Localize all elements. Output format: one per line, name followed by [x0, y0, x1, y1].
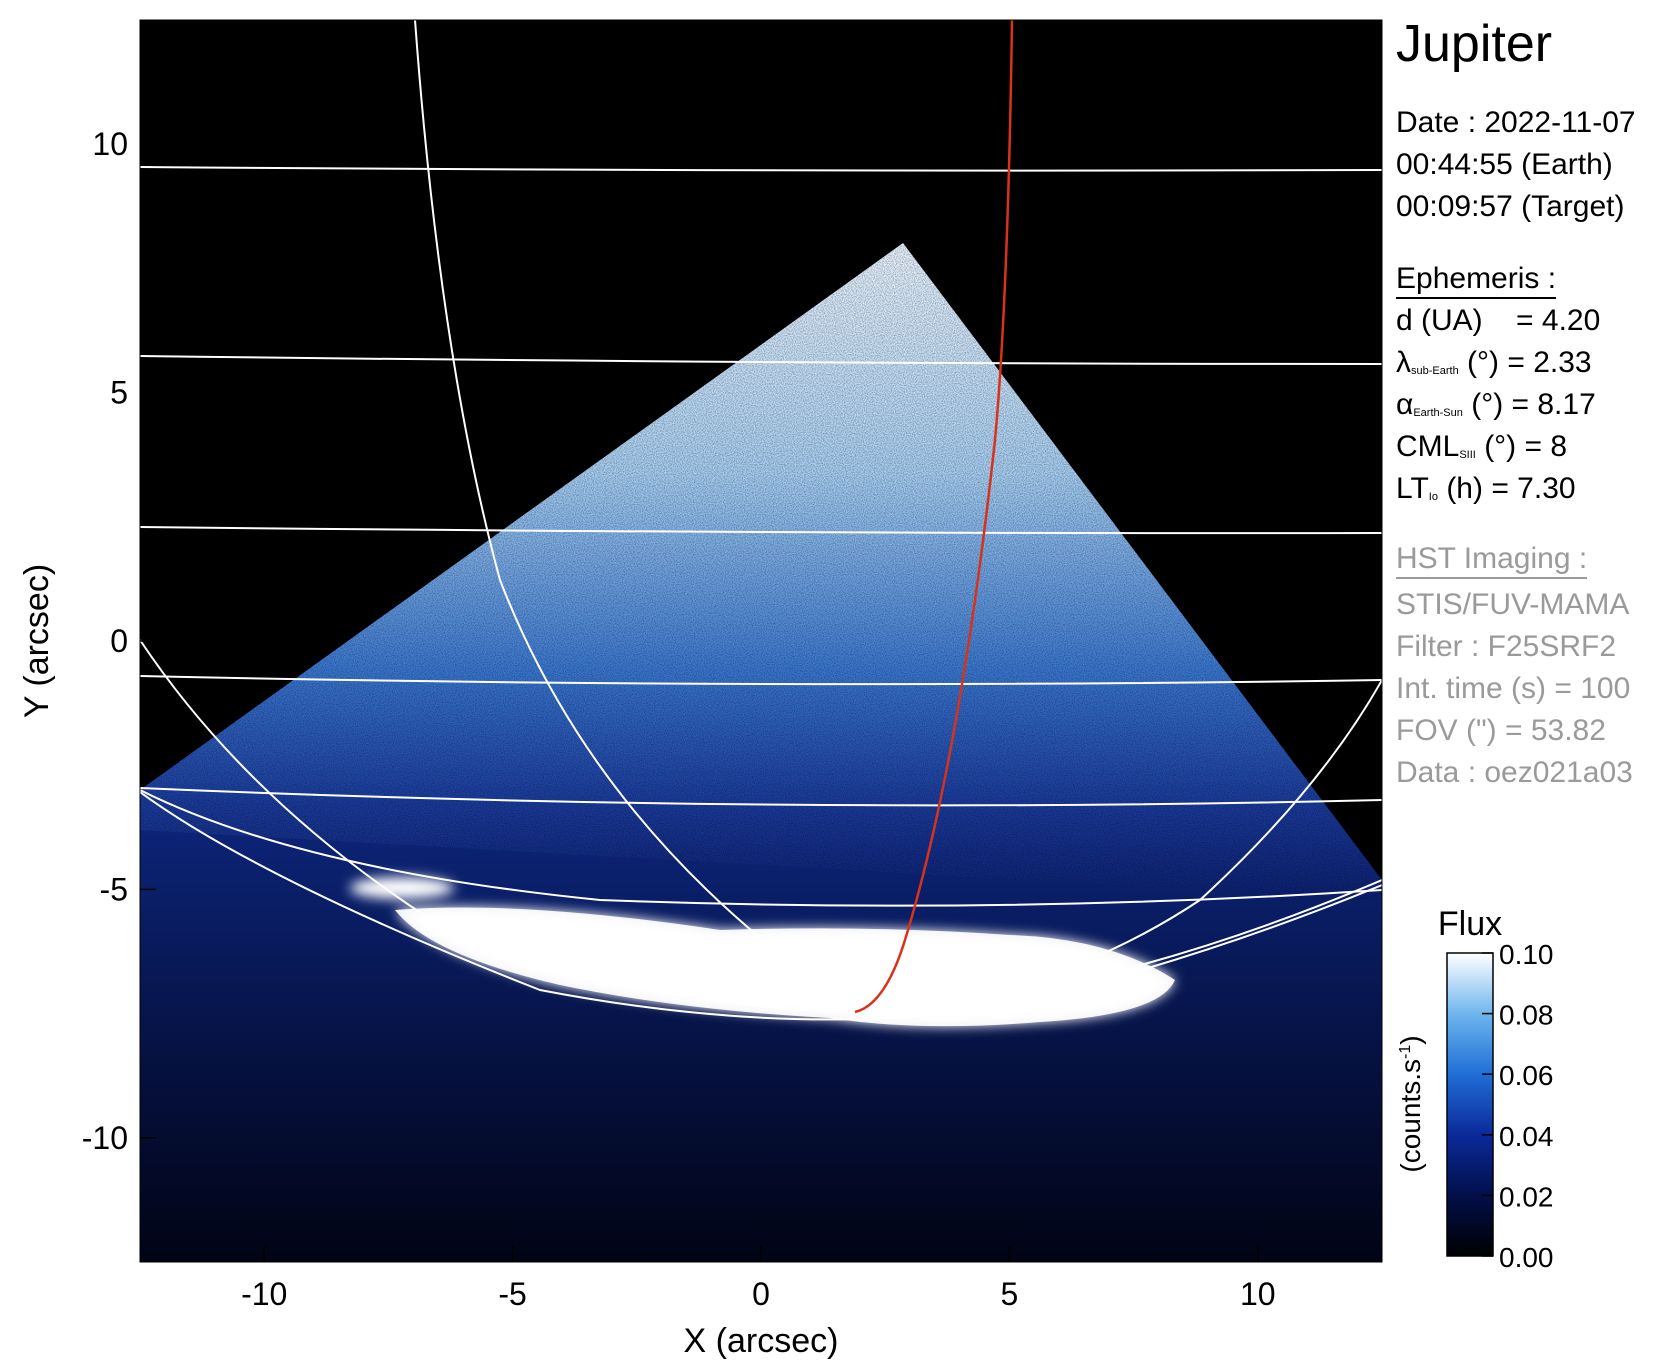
- date-line: Date : 2022-11-07: [1396, 106, 1636, 139]
- ephemeris-row: αEarth-Sun (°) = 8.17: [1396, 388, 1596, 421]
- colorbar-tick-label: 0.10: [1499, 939, 1554, 970]
- footprint-trace: [854, 20, 1014, 1014]
- colorbar-tick-label: 0.04: [1499, 1121, 1554, 1152]
- target-time: 00:09:57 (Target): [1396, 190, 1625, 223]
- ephemeris-row: λsub-Earth (°) = 2.33: [1396, 346, 1592, 379]
- x-axis-label: X (arcsec): [684, 1322, 839, 1360]
- y-tick-label: -10: [82, 1120, 128, 1156]
- ephemeris-row: d (UA) = 4.20: [1396, 304, 1601, 337]
- x-tick-label: 10: [1240, 1276, 1276, 1312]
- y-tick-label: 0: [110, 623, 128, 659]
- colorbar-title: Flux: [1438, 905, 1502, 943]
- colorbar-tick-label: 0.08: [1499, 1000, 1554, 1031]
- hst-instrument: STIS/FUV-MAMA: [1396, 588, 1630, 621]
- colorbar-tick-label: 0.00: [1499, 1242, 1554, 1273]
- colorbar: Flux 0.10 0.08 0.06 0.04 0.02 0.00 (counts.s-…: [1395, 905, 1554, 1273]
- ephemeris-row: LTIo (h) = 7.30: [1396, 472, 1576, 505]
- y-tick-label: 10: [92, 126, 128, 162]
- latitude-grid: [140, 166, 1382, 1021]
- x-tick-label: -5: [498, 1276, 526, 1312]
- disk-noise-texture: [140, 243, 1382, 900]
- y-axis-label: Y (arcsec): [18, 564, 56, 718]
- planet-title: Jupiter: [1396, 15, 1553, 73]
- hst-filter: Filter : F25SRF2: [1396, 630, 1617, 663]
- colorbar-tick-label: 0.02: [1499, 1181, 1554, 1212]
- y-tick-label: 5: [110, 375, 128, 411]
- earth-time: 00:44:55 (Earth): [1396, 148, 1613, 181]
- hst-data-id: Data : oez021a03: [1396, 756, 1633, 789]
- ephemeris-header: Ephemeris :: [1396, 258, 1557, 300]
- x-tick-label: 0: [752, 1276, 770, 1312]
- hst-int-time: Int. time (s) = 100: [1396, 672, 1631, 705]
- colorbar-unit-label: (counts.s-1): [1395, 1035, 1426, 1172]
- x-axis: -10 -5 0 5 10: [241, 20, 1276, 1312]
- ephemeris-row: CMLSIII (°) = 8: [1396, 430, 1568, 463]
- colorbar-tick-label: 0.06: [1499, 1060, 1554, 1091]
- colorbar-gradient: [1446, 952, 1494, 1257]
- y-tick-label: -5: [100, 871, 128, 907]
- image-area: [140, 20, 1382, 1262]
- hst-header: HST Imaging :: [1396, 538, 1588, 580]
- y-axis: -10 -5 0 5 10: [82, 126, 156, 1156]
- hst-fov: FOV (") = 53.82: [1396, 714, 1606, 747]
- x-tick-label: 5: [1001, 1276, 1019, 1312]
- longitude-grid: [140, 20, 1382, 1013]
- x-tick-label: -10: [241, 1276, 287, 1312]
